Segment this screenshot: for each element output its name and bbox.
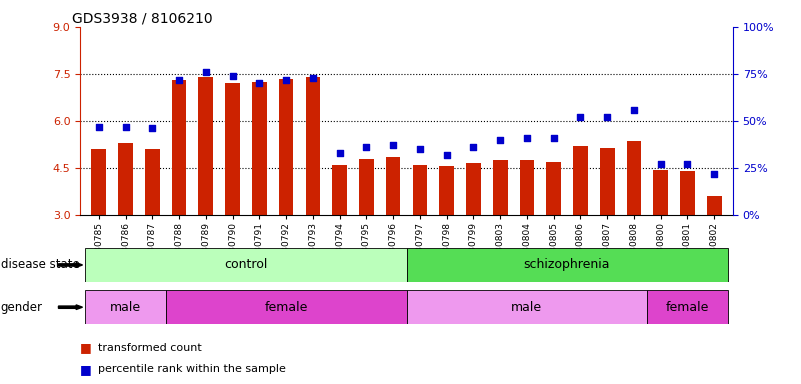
Bar xyxy=(279,79,293,215)
Point xyxy=(226,73,239,79)
Point xyxy=(441,152,453,158)
Point xyxy=(654,161,667,167)
Point xyxy=(280,76,292,83)
Point xyxy=(413,146,426,152)
Bar xyxy=(493,160,508,215)
Point xyxy=(360,144,372,151)
Bar xyxy=(680,171,694,215)
Point xyxy=(333,150,346,156)
Bar xyxy=(466,163,481,215)
Bar xyxy=(199,77,213,215)
Point xyxy=(146,126,159,132)
Text: ■: ■ xyxy=(80,341,92,354)
Point xyxy=(173,76,186,83)
Point xyxy=(92,124,105,130)
Point xyxy=(708,170,721,177)
Bar xyxy=(413,165,427,215)
Point xyxy=(467,144,480,151)
Bar xyxy=(407,248,727,282)
Text: female: female xyxy=(264,301,308,314)
Bar xyxy=(600,147,614,215)
Point xyxy=(627,107,640,113)
Point xyxy=(547,135,560,141)
Bar xyxy=(626,141,642,215)
Bar xyxy=(439,166,454,215)
Point xyxy=(119,124,132,130)
Text: gender: gender xyxy=(1,301,42,314)
Text: male: male xyxy=(511,301,542,314)
Bar xyxy=(647,290,727,324)
Point xyxy=(681,161,694,167)
Bar xyxy=(86,248,407,282)
Bar xyxy=(386,157,400,215)
Text: GDS3938 / 8106210: GDS3938 / 8106210 xyxy=(72,12,213,25)
Text: transformed count: transformed count xyxy=(98,343,202,353)
Point xyxy=(307,74,320,81)
Bar xyxy=(225,83,240,215)
Bar xyxy=(119,143,133,215)
Bar xyxy=(86,290,166,324)
Bar xyxy=(145,149,159,215)
Text: schizophrenia: schizophrenia xyxy=(524,258,610,271)
Point xyxy=(253,80,266,86)
Bar xyxy=(305,77,320,215)
Bar xyxy=(520,160,534,215)
Bar xyxy=(407,290,647,324)
Bar xyxy=(546,162,561,215)
Point xyxy=(521,135,533,141)
Point xyxy=(493,137,506,143)
Bar xyxy=(171,80,187,215)
Bar xyxy=(252,82,267,215)
Text: ■: ■ xyxy=(80,363,92,376)
Bar xyxy=(654,170,668,215)
Point xyxy=(387,142,400,149)
Text: percentile rank within the sample: percentile rank within the sample xyxy=(98,364,286,374)
Text: male: male xyxy=(110,301,141,314)
Point xyxy=(199,69,212,75)
Point xyxy=(574,114,587,120)
Bar xyxy=(706,196,722,215)
Bar xyxy=(573,146,588,215)
Text: control: control xyxy=(224,258,268,271)
Bar xyxy=(166,290,407,324)
Bar xyxy=(359,159,374,215)
Text: disease state: disease state xyxy=(1,258,79,271)
Point xyxy=(601,114,614,120)
Bar xyxy=(332,165,347,215)
Text: female: female xyxy=(666,301,709,314)
Bar xyxy=(91,149,107,215)
